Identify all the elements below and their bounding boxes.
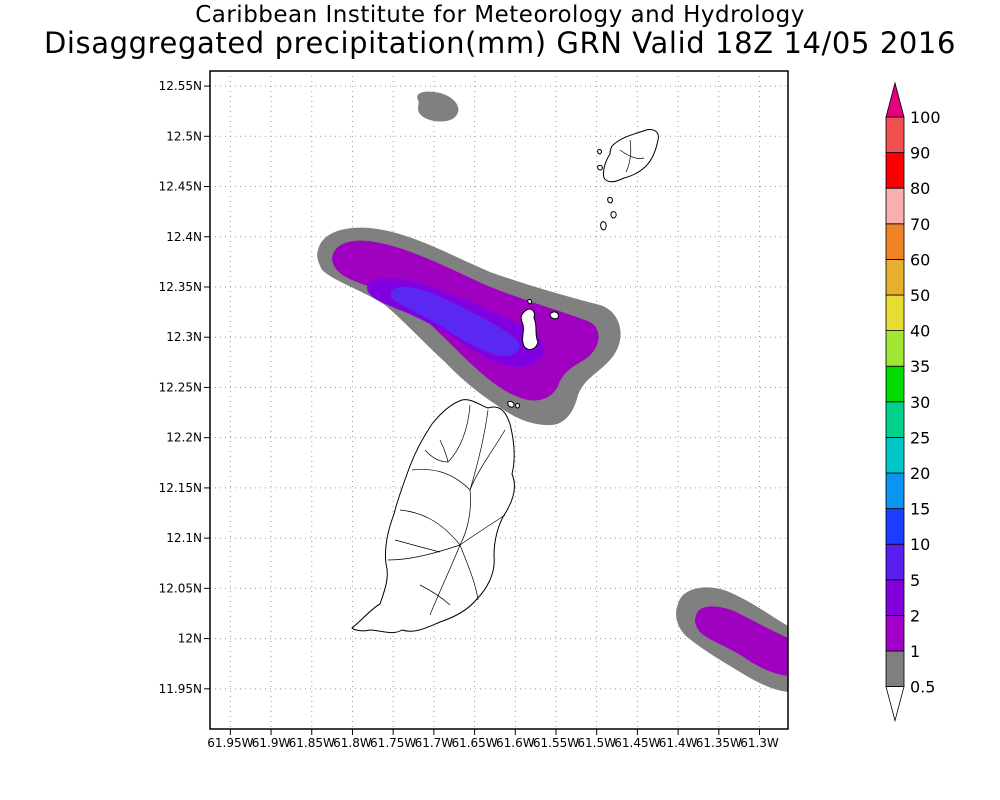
lon-tick-label: 61.85W — [289, 736, 335, 750]
lat-tick-label: 12.25N — [159, 380, 202, 394]
lon-tick-label: 61.45W — [614, 736, 660, 750]
legend-level-label: 50 — [910, 286, 930, 305]
islet-8 — [597, 149, 602, 155]
petite-martinique-islet — [549, 311, 559, 320]
lon-tick-label: 61.75W — [370, 736, 416, 750]
legend-level-label: 60 — [910, 250, 930, 269]
precip-area-se-1mm — [695, 606, 788, 676]
legend-swatch — [885, 543, 905, 581]
lon-tick-label: 61.55W — [533, 736, 579, 750]
islet-4 — [597, 165, 603, 171]
legend-level-label: 2 — [910, 606, 920, 625]
axis-ticks — [204, 85, 761, 735]
legend-level-label: 80 — [910, 179, 930, 198]
lon-tick-label: 61.35W — [696, 736, 742, 750]
chart-title: Caribbean Institute for Meteorology and … — [195, 2, 805, 28]
legend-level-label: 5 — [910, 571, 920, 590]
legend-level-label: 35 — [910, 357, 930, 376]
islet-1 — [527, 299, 532, 305]
lat-tick-label: 12N — [178, 632, 202, 646]
lon-tick-label: 61.4W — [659, 736, 698, 750]
legend-level-label: 0.5 — [910, 678, 935, 697]
legend-bottom-arrow — [885, 686, 905, 723]
legend-level-label: 40 — [910, 322, 930, 341]
legend-level-label: 100 — [910, 108, 941, 127]
legend-swatch — [885, 508, 905, 545]
lat-tick-label: 12.1N — [166, 531, 202, 545]
legend-level-label: 90 — [910, 144, 930, 163]
lat-tick-label: 12.3N — [166, 330, 202, 344]
legend-swatch — [885, 401, 905, 438]
lat-tick-label: 12.55N — [159, 79, 202, 93]
grenada-parish-lines — [387, 404, 506, 616]
union-island-lines — [619, 139, 645, 173]
legend-level-label: 10 — [910, 535, 930, 554]
coastlines — [351, 129, 659, 634]
legend-level-label: 30 — [910, 393, 930, 412]
latitude-labels: 12.55N 12.5N 12.45N 12.4N 12.35N 12.3N 12.25N 1… — [159, 79, 202, 696]
lon-tick-label: 61.3W — [740, 736, 779, 750]
lon-tick-label: 61.95W — [207, 736, 253, 750]
precip-area-small-cell — [417, 91, 459, 122]
islet-2 — [507, 401, 515, 408]
legend-swatch — [885, 579, 905, 616]
carriacou-island — [520, 308, 539, 350]
lon-tick-label: 61.7W — [415, 736, 454, 750]
lon-tick-label: 61.6W — [496, 736, 535, 750]
legend-swatch — [885, 436, 905, 474]
lat-tick-label: 12.15N — [159, 481, 202, 495]
lat-tick-label: 12.5N — [166, 129, 202, 143]
lon-tick-label: 61.9W — [252, 736, 291, 750]
legend-swatch — [885, 152, 905, 189]
islet-5 — [607, 197, 613, 204]
map-frame — [209, 70, 789, 730]
lon-tick-label: 61.8W — [333, 736, 372, 750]
lat-tick-label: 12.45N — [159, 180, 202, 194]
legend-level-label: 25 — [910, 428, 930, 447]
legend-swatch — [885, 365, 905, 403]
legend-level-label: 20 — [910, 464, 930, 483]
legend-top-arrow — [885, 81, 905, 118]
lon-tick-label: 61.5W — [577, 736, 616, 750]
islet-3 — [515, 403, 520, 409]
islet-7 — [600, 221, 607, 231]
legend-swatch — [885, 223, 905, 260]
islet-6 — [610, 211, 617, 219]
grenada-island — [351, 399, 515, 634]
legend-swatch — [885, 330, 905, 367]
lat-tick-label: 12.05N — [159, 581, 202, 595]
legend-level-label: 1 — [910, 642, 920, 661]
longitude-labels: 61.95W61.9W61.85W61.8W61.75W61.7W61.65W6… — [207, 736, 779, 750]
precip-area-band-5mm — [390, 286, 520, 357]
legend-level-label: 70 — [910, 215, 930, 234]
lon-tick-label: 61.65W — [451, 736, 497, 750]
chart-subtitle: Disaggregated precipitation(mm) GRN Vali… — [43, 26, 957, 60]
lat-tick-label: 11.95N — [159, 682, 202, 696]
legend-swatch — [885, 294, 905, 331]
legend-level-label: 15 — [910, 500, 930, 519]
legend-swatch — [885, 615, 905, 652]
lat-tick-label: 12.2N — [166, 431, 202, 445]
lat-tick-label: 12.4N — [166, 230, 202, 244]
legend-swatch — [885, 472, 905, 509]
legend-swatch — [885, 116, 905, 153]
lat-tick-label: 12.35N — [159, 280, 202, 294]
precip-fields — [317, 91, 788, 692]
legend-swatch — [885, 258, 905, 296]
legend-swatch — [885, 187, 905, 225]
legend-swatch — [885, 650, 905, 687]
